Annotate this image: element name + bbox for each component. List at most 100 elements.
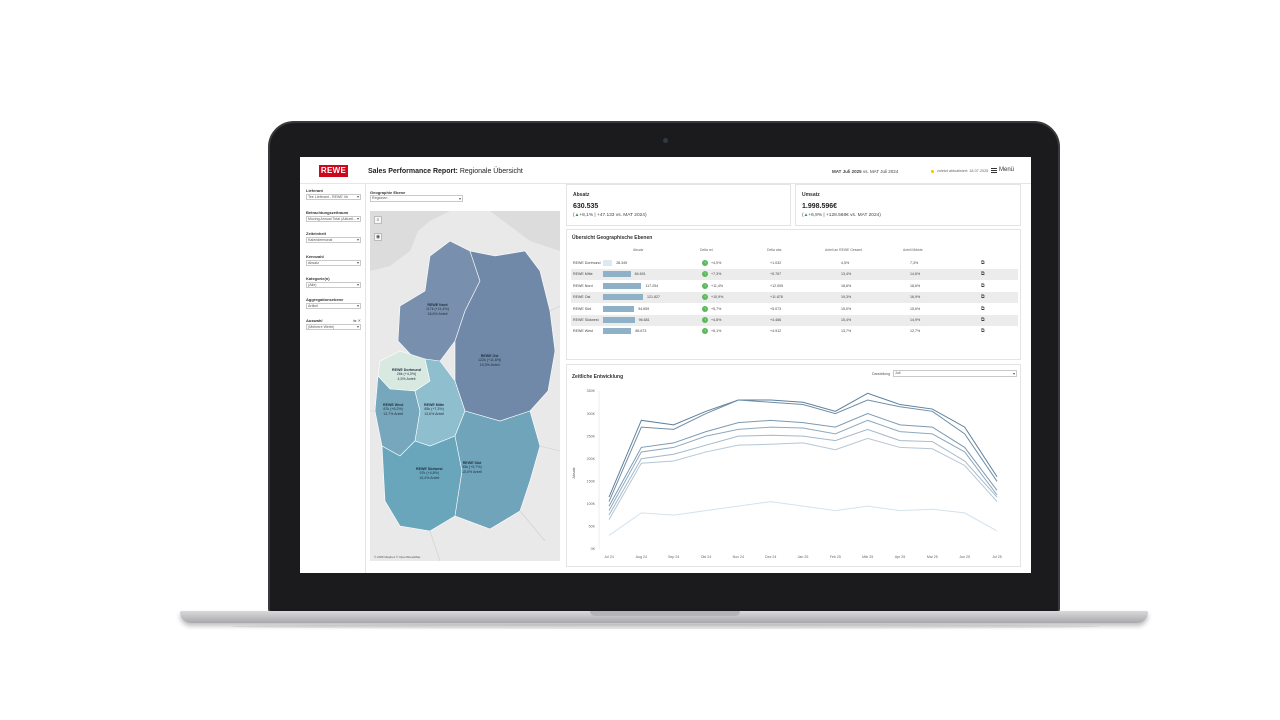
external-link-icon[interactable]: ⧉ — [981, 305, 985, 312]
y-tick-label: 200K — [587, 457, 596, 461]
filter-select[interactable]: Tee Lieferant - REWE Vb — [306, 194, 361, 200]
filter-select[interactable]: Moving Annual Total (Aktuell... — [306, 216, 361, 222]
region-name: REWE West — [383, 403, 404, 407]
filter-select[interactable]: Absatz — [306, 260, 361, 266]
x-tick-label: Feb 25 — [830, 555, 841, 559]
col-header-delta-rel: Delta rel. — [700, 248, 714, 252]
kpi-value: 1.998.596€ — [802, 203, 838, 210]
region-value: 85k (+7,3%) — [424, 407, 444, 412]
delta-rel-value: +7,3% — [711, 272, 722, 277]
table-row[interactable]: REWE Süd 94.659 ↑ +5,7% +5.073 15,0% 15,6% ⧉ — [571, 304, 1018, 315]
map-attribution[interactable]: © 2025 Mapbox © OpenStreetMap — [374, 555, 421, 559]
last-updated: zuletzt aktualisiert: 18.07.2025 — [937, 169, 989, 173]
delta-rel-value: +4,0% — [711, 261, 722, 265]
filter-label: Auswahl — [306, 318, 323, 323]
up-indicator-icon: ↑ — [702, 294, 708, 301]
absatz-bar — [603, 305, 635, 312]
series-line-5[interactable] — [608, 428, 998, 516]
period-current: MAT Juli 2025 — [832, 169, 862, 174]
maerkte-value: 18,6% — [910, 283, 921, 288]
rewe-logo[interactable]: REWE — [319, 165, 348, 177]
absatz-bar — [603, 294, 643, 301]
table-row[interactable]: REWE Nord 117.254 ↑ +11,4% +12.005 18,6% 18,6%… — [571, 281, 1018, 292]
series-line-6[interactable] — [608, 437, 998, 520]
series-line-3[interactable] — [608, 413, 998, 507]
filter-select[interactable]: (Mehrere Werte) — [306, 324, 361, 330]
maerkte-value: 14,6% — [910, 272, 921, 277]
filter-select[interactable]: (Alle) — [306, 282, 361, 288]
delta-rel-value: +6,1% — [711, 329, 722, 334]
region-share: 13,7% Anteil — [383, 411, 404, 416]
kpi-card-umsatz: Umsatz 1.998.596€ (▲+6,9% | +128.568€ vs… — [795, 184, 1021, 226]
geography-level-label: Geographie Ebene — [370, 190, 406, 195]
region-value: 28k (+4,0%) — [396, 372, 417, 377]
series-line-1[interactable] — [608, 392, 998, 498]
table-row[interactable]: REWE Mitte 84.691 ↑ +7,3% +5.767 13,4% 14,6% ⧉ — [571, 269, 1018, 281]
delta-abs-value: +12.005 — [770, 283, 784, 288]
menu-button[interactable]: Menü — [999, 167, 1015, 173]
external-link-icon[interactable]: ⧉ — [981, 282, 985, 289]
delta-rel-value: +10,9% — [711, 295, 724, 300]
status-dot-icon — [931, 170, 934, 173]
external-link-icon[interactable]: ⧉ — [981, 271, 985, 278]
filter-aggregation: Aggregationsebene Artikel — [306, 297, 361, 309]
line-chart: 0K 50K 100K 150K 200K 250K 300K 350K Absatz Jul 2… — [572, 389, 1002, 559]
anteil-value: 13,7% — [841, 329, 852, 334]
region-name: REWE Nord — [427, 303, 448, 307]
anteil-value: 15,0% — [841, 306, 852, 311]
filter-kennzahl: Kennzahl Absatz — [306, 254, 361, 266]
table-row[interactable]: REWE Südwest 96.681 ↑ +4,8% +4.466 15,4% 14,9%… — [571, 315, 1018, 326]
timeline-chart-panel: Zeitliche Entwicklung Darstellung Juli 0… — [566, 364, 1021, 567]
filter-clear-icon[interactable]: ⇆ ✕ — [353, 318, 361, 323]
up-indicator-icon: ↑ — [702, 328, 708, 335]
absatz-value: 28.349 — [616, 261, 628, 265]
maerkte-value: 12,7% — [910, 329, 921, 334]
delta-rel-value: +4,8% — [711, 318, 722, 322]
filter-label: Betrachtungszeitraum — [306, 210, 349, 215]
period-label: MAT Juli 2025 vs. MAT Juli 2024 — [832, 169, 898, 174]
map-pin-icon[interactable]: ◉ — [374, 233, 382, 241]
region-label-west: REWE West 87k (+6,2%) 13,7% Anteil — [383, 403, 403, 416]
region-share: 15,0% Anteil — [462, 469, 482, 474]
external-link-icon[interactable]: ⧉ — [981, 328, 985, 335]
map-search-icon[interactable]: ⌕ — [374, 216, 382, 224]
col-header-absatz: Absatz — [633, 248, 644, 252]
col-header-anteil: Anteil an REWE Gesamt — [825, 248, 863, 252]
series-line-4[interactable] — [608, 419, 998, 511]
region-name: REWE Südwest — [416, 467, 443, 471]
anteil-value: 18,6% — [841, 283, 852, 288]
delta-rel-value: +5,7% — [711, 306, 722, 311]
laptop-shadow — [230, 624, 1100, 629]
region-sued — [454, 410, 541, 530]
table-row[interactable]: REWE Ost 121.827 ↑ +10,9% +11.876 19,3% 16,9% ⧉ — [571, 292, 1018, 304]
chart-control-select[interactable]: Juli — [893, 370, 1017, 377]
hamburger-menu-icon[interactable] — [991, 168, 997, 173]
kpi-delta: (▲+8,1% | +47.133 vs. MAT 2024) — [573, 213, 647, 218]
filter-lieferant: Lieferant Tee Lieferant - REWE Vb — [306, 188, 361, 200]
geography-level-select[interactable]: Regionen — [370, 195, 463, 202]
table-row[interactable]: REWE West 86.673 ↑ +6,1% +4.912 13,7% 12,7% ⧉ — [571, 326, 1018, 337]
region-label-sued: REWE Süd 95k (+5,7%) 15,0% Anteil — [462, 461, 482, 474]
series-line-2[interactable] — [608, 399, 998, 502]
row-name: REWE West — [573, 329, 593, 334]
laptop-base — [180, 611, 1148, 623]
up-indicator-icon: ↑ — [702, 317, 708, 323]
kpi-delta-text: +8,1% | +47.133 vs. MAT 2024) — [579, 213, 647, 218]
region-value: 97k (+4,8%) — [419, 471, 440, 476]
external-link-icon[interactable]: ⧉ — [981, 317, 985, 323]
delta-abs-value: +5.073 — [770, 306, 782, 311]
table-title: Übersicht Geographische Ebenen — [572, 235, 653, 241]
table-row[interactable]: REWE Dortmund 28.349 ↑ +4,0% +1.032 4,5% 7,3% ⧉ — [571, 258, 1018, 269]
region-value: 87k (+6,2%) — [383, 407, 403, 412]
region-share: 13,6% Anteil — [424, 411, 445, 416]
region-map[interactable]: ⌕ ◉ REWE Nord 117k (+11,4%) 18,6% Anteil… — [370, 211, 560, 561]
absatz-value: 117.254 — [645, 283, 659, 288]
external-link-icon[interactable]: ⧉ — [981, 260, 985, 266]
filter-select[interactable]: Artikel — [306, 303, 361, 309]
series-line-7[interactable] — [608, 501, 998, 536]
anteil-value: 19,3% — [841, 295, 852, 300]
page-title-rest: Regionale Übersicht — [457, 168, 523, 175]
row-name: REWE Ost — [573, 295, 591, 300]
external-link-icon[interactable]: ⧉ — [981, 294, 985, 301]
filter-select[interactable]: Kalendermonat — [306, 237, 361, 243]
